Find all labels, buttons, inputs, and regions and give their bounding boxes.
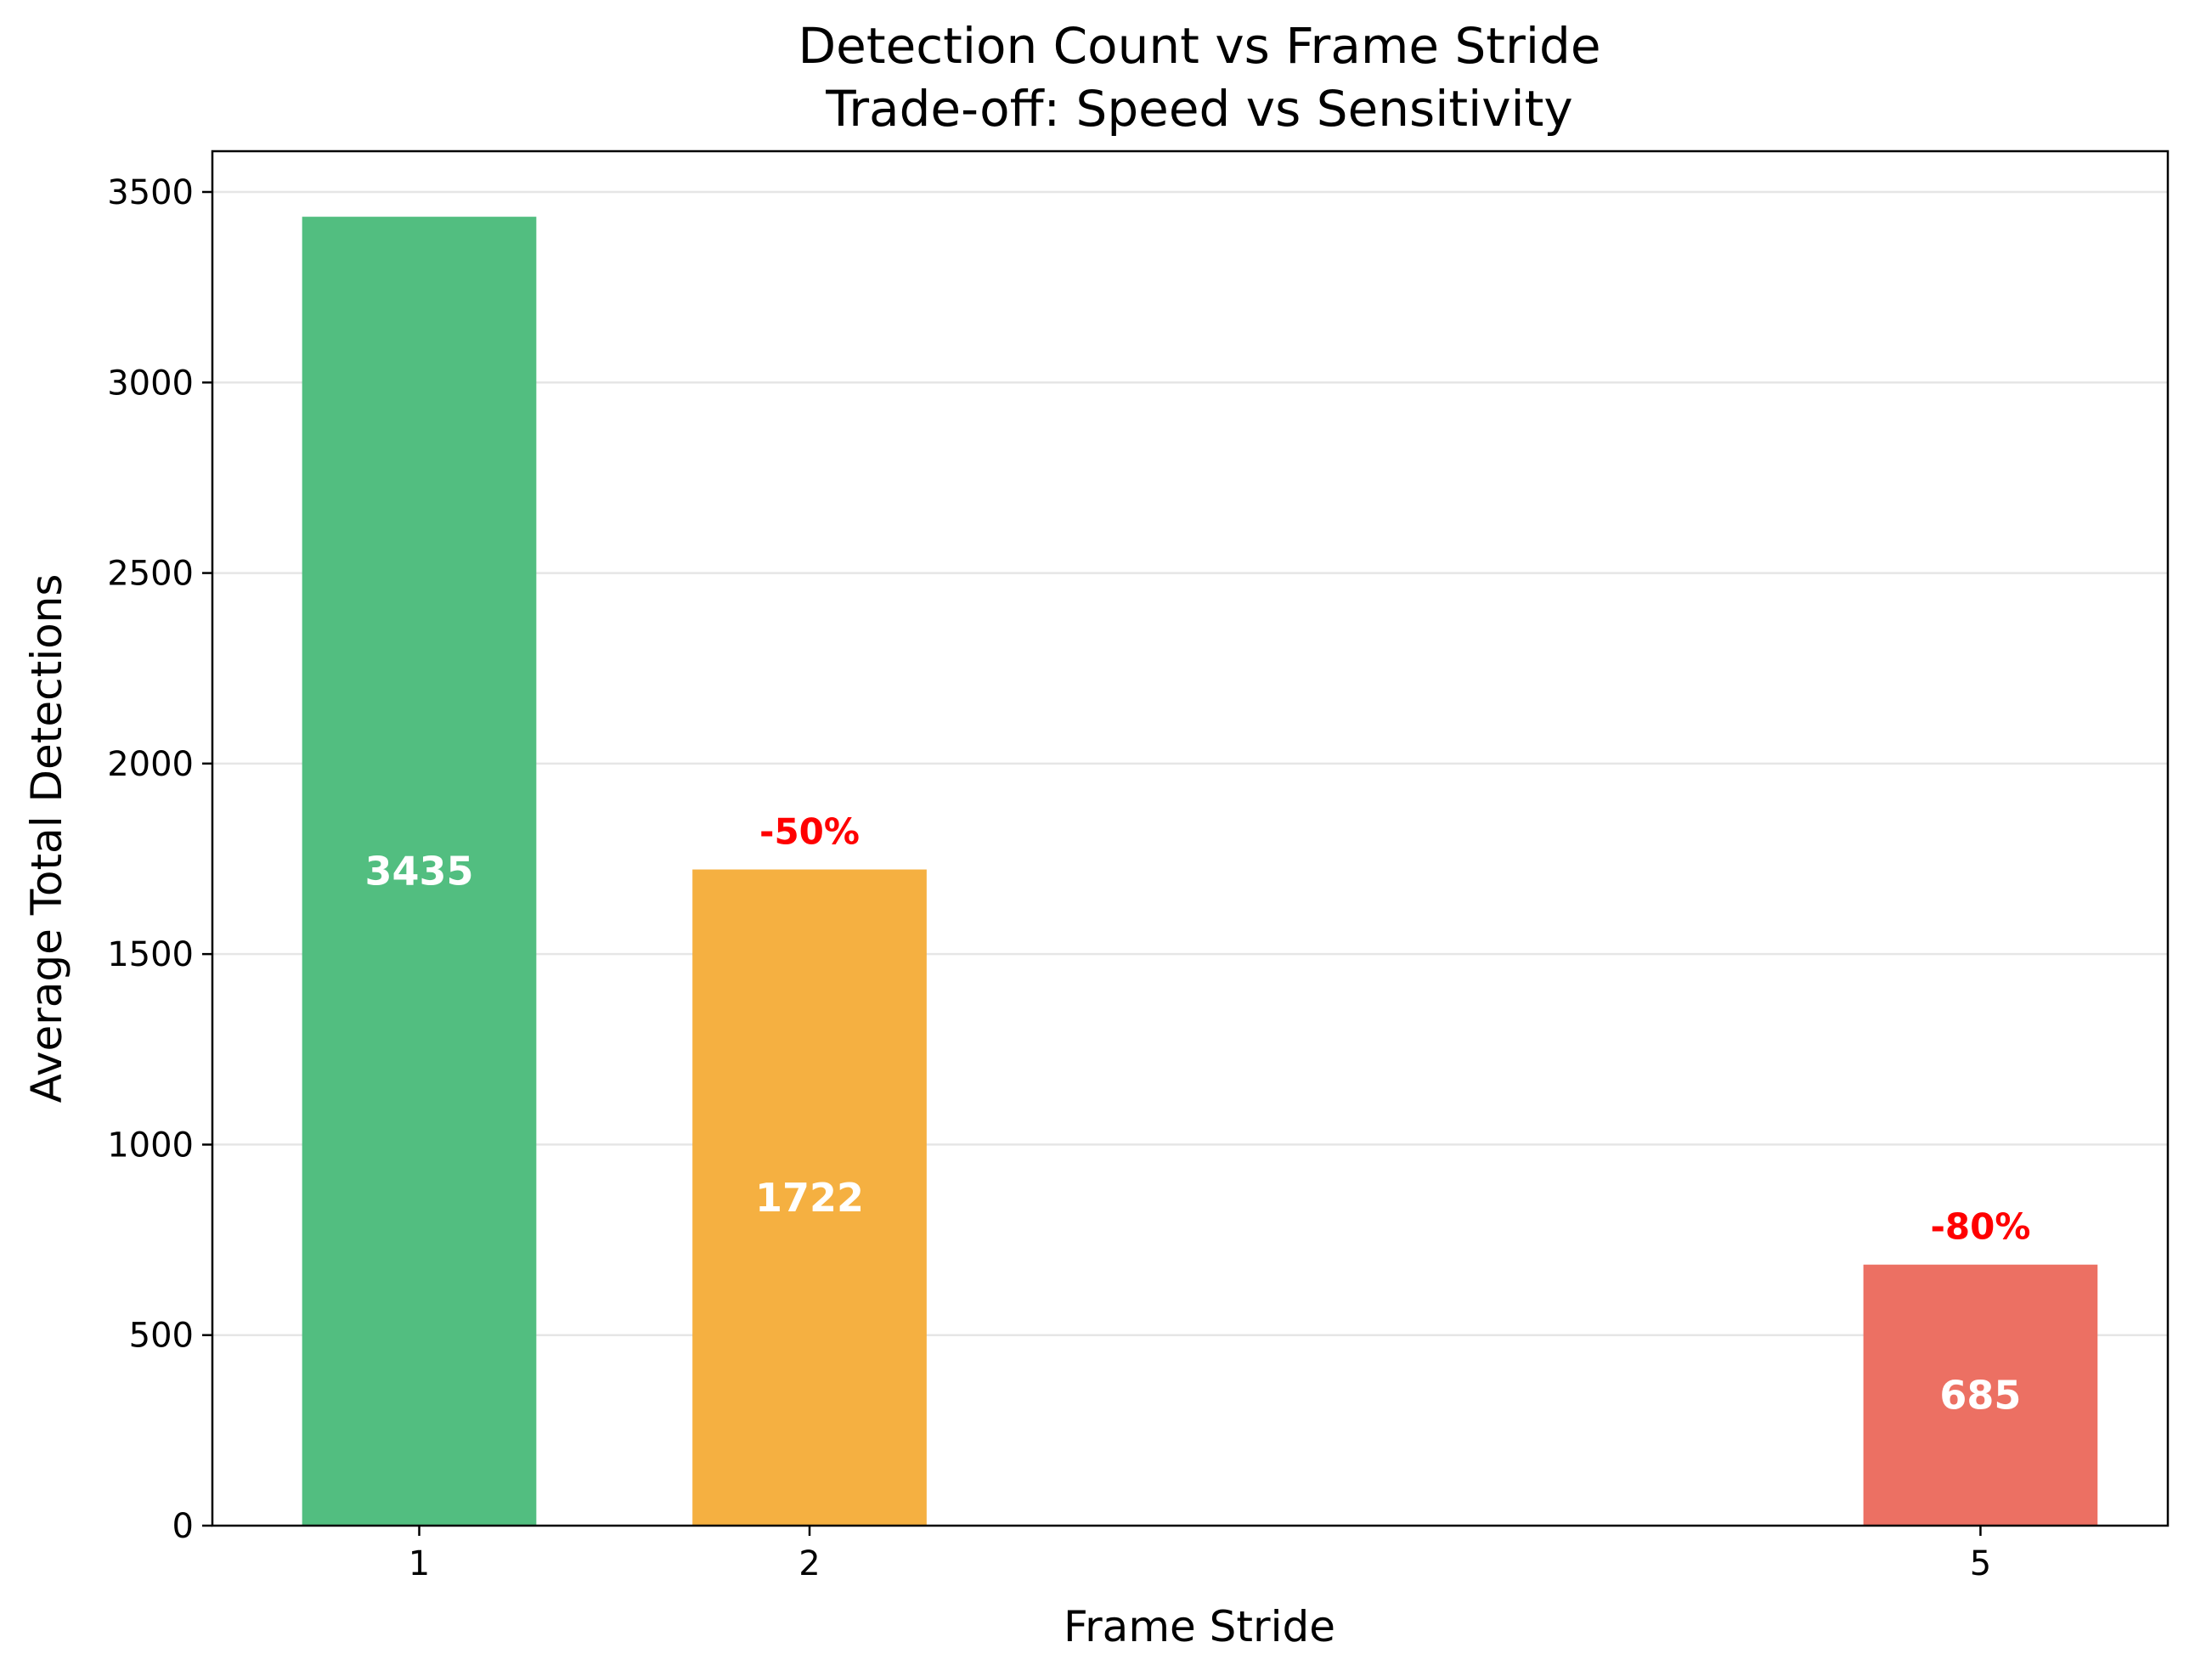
x-tick-label: 5 (1970, 1544, 1991, 1583)
plot-frame (211, 150, 2170, 1527)
y-tick-label: 500 (129, 1317, 194, 1356)
y-tick-label: 0 (172, 1507, 194, 1546)
bar-value-label: 1722 (755, 1175, 864, 1221)
y-tick-label: 2500 (107, 555, 194, 594)
y-axis-ticks: 0 500 1000 1500 2000 2500 3000 3500 (107, 173, 212, 1546)
y-tick-label: 3500 (107, 173, 194, 212)
y-tick-label: 2000 (107, 745, 194, 784)
x-axis-ticks: 1 2 5 (409, 1526, 1991, 1583)
bars (302, 217, 2098, 1526)
y-axis-label: Average Total Detections (22, 574, 71, 1103)
y-tick-label: 1000 (107, 1126, 194, 1165)
bar-stride-1 (302, 217, 537, 1526)
grid-lines (212, 190, 2168, 1336)
x-axis-label: Frame Stride (1064, 1602, 1335, 1651)
chart-subtitle: Trade-off: Speed vs Sensitivity (825, 80, 1572, 138)
bar-stride-5 (1863, 1264, 2098, 1526)
bar-value-label: 3435 (365, 849, 474, 894)
percent-change-label: -80% (1930, 1206, 2030, 1248)
percent-change-label: -50% (759, 811, 860, 853)
bar-stride-2 (692, 869, 927, 1526)
bar-value-label: 685 (1939, 1372, 2021, 1418)
x-tick-label: 2 (798, 1544, 820, 1583)
x-tick-label: 1 (409, 1544, 430, 1583)
y-tick-label: 1500 (107, 935, 194, 974)
data-labels: 3435 1722 -50% 685 -80% (365, 811, 2031, 1419)
chart-title: Detection Count vs Frame Stride (798, 17, 1600, 75)
y-tick-label: 3000 (107, 364, 194, 403)
